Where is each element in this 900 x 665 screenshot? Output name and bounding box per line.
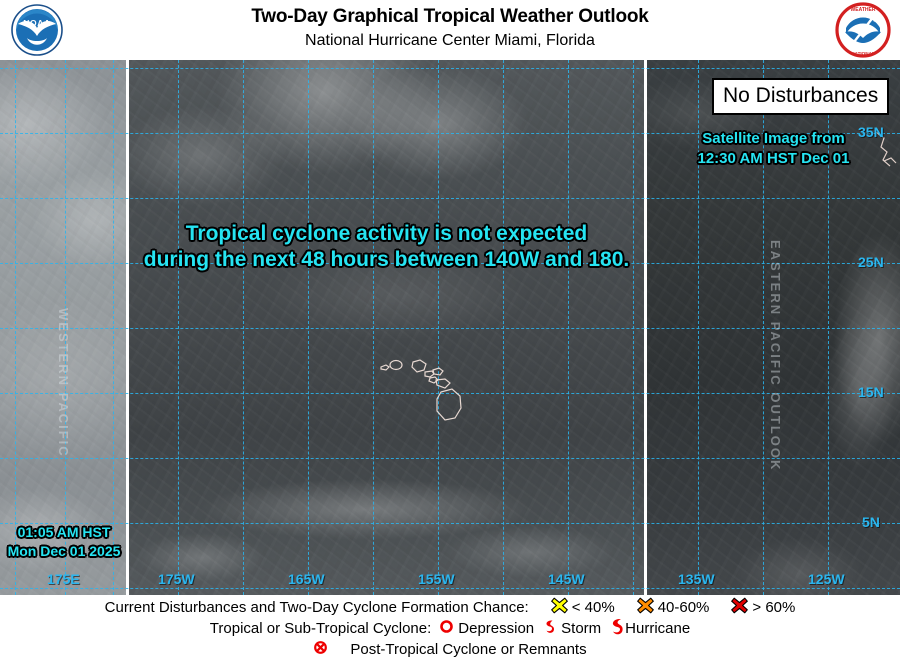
lat-label-15n: 15N xyxy=(858,384,884,400)
map-panel-eastern-pacific xyxy=(647,60,900,595)
cloud-texture-central xyxy=(129,60,644,595)
post-tropical-label: Post-Tropical Cyclone or Remnants xyxy=(350,641,587,658)
cloud-texture-west xyxy=(0,60,126,595)
map-panel-central-pacific xyxy=(129,60,644,595)
satellite-imagery-west xyxy=(0,60,126,595)
svg-text:NATIONAL: NATIONAL xyxy=(851,51,875,56)
satellite-imagery-east xyxy=(647,60,900,595)
chance-mid-x-icon xyxy=(636,597,654,618)
panel-divider-left xyxy=(126,60,129,595)
legend-row-cyclone-types: Tropical or Sub-Tropical Cyclone: Depres… xyxy=(0,618,900,639)
outlook-message-line-2: during the next 48 hours between 140W an… xyxy=(143,248,630,271)
lon-label-155w: 155W xyxy=(418,571,455,587)
satellite-timestamp-line-1: Satellite Image from xyxy=(702,130,845,147)
hawaiian-islands-outline xyxy=(380,359,462,421)
chance-mid-label: 40-60% xyxy=(657,599,710,616)
western-pacific-region-label: WESTERN PACIFIC xyxy=(56,308,71,458)
local-timestamp-line-1: 01:05 AM HST xyxy=(17,524,111,540)
satellite-map[interactable]: WESTERN PACIFIC EASTERN PACIFIC OUTLOOK … xyxy=(0,60,900,595)
lon-label-175w: 175W xyxy=(158,571,195,587)
lat-label-35n: 35N xyxy=(858,124,884,140)
satellite-imagery-central xyxy=(129,60,644,595)
local-timestamp: 01:05 AM HST Mon Dec 01 2025 xyxy=(2,523,126,561)
north-america-coast-sliver xyxy=(875,131,897,167)
lat-label-5n: 5N xyxy=(862,514,880,530)
legend-row-post-tropical: Post-Tropical Cyclone or Remnants xyxy=(0,639,900,660)
depression-circle-icon xyxy=(439,619,454,638)
svg-text:WEATHER: WEATHER xyxy=(851,7,876,13)
legend-row-formation-chance: Current Disturbances and Two-Day Cyclone… xyxy=(0,597,900,618)
chance-high-x-icon xyxy=(731,597,749,618)
legend-formation-chance-label: Current Disturbances and Two-Day Cyclone… xyxy=(104,599,529,616)
map-legend: Current Disturbances and Two-Day Cyclone… xyxy=(0,595,900,665)
outlook-message: Tropical cyclone activity is not expecte… xyxy=(129,221,644,273)
chance-low-label: < 40% xyxy=(571,599,615,616)
chance-low-x-icon xyxy=(550,597,568,618)
satellite-timestamp: Satellite Image from 12:30 AM HST Dec 01 xyxy=(647,129,900,169)
legend-cyclone-type-label: Tropical or Sub-Tropical Cyclone: xyxy=(209,620,432,637)
satellite-timestamp-line-2: 12:30 AM HST Dec 01 xyxy=(697,150,850,167)
page-header: NOAA Two-Day Graphical Tropical Weather … xyxy=(0,0,900,60)
lon-label-135w: 135W xyxy=(678,571,715,587)
svg-text:NOAA: NOAA xyxy=(23,18,50,28)
hurricane-cyclone-icon xyxy=(609,618,625,640)
header-title-block: Two-Day Graphical Tropical Weather Outlo… xyxy=(90,4,810,52)
eastern-pacific-region-label: EASTERN PACIFIC OUTLOOK xyxy=(768,240,783,472)
hurricane-label: Hurricane xyxy=(625,620,691,637)
lon-label-145w: 145W xyxy=(548,571,585,587)
storm-cyclone-icon xyxy=(542,619,557,639)
noaa-logo-icon: NOAA xyxy=(8,2,66,58)
lon-label-175e: 175E xyxy=(47,571,80,587)
post-tropical-circle-x-icon xyxy=(313,640,328,659)
nws-logo-icon: WEATHER NATIONAL xyxy=(834,2,892,58)
lon-label-125w: 125W xyxy=(808,571,845,587)
lat-label-25n: 25N xyxy=(858,254,884,270)
panel-divider-right xyxy=(644,60,647,595)
page-subtitle: National Hurricane Center Miami, Florida xyxy=(305,32,595,49)
depression-label: Depression xyxy=(458,620,535,637)
page-title: Two-Day Graphical Tropical Weather Outlo… xyxy=(251,6,649,27)
storm-label: Storm xyxy=(561,620,602,637)
local-timestamp-line-2: Mon Dec 01 2025 xyxy=(7,543,121,559)
map-panel-western-pacific xyxy=(0,60,126,595)
cloud-texture-east xyxy=(647,60,900,595)
lon-label-165w: 165W xyxy=(288,571,325,587)
coastline-overlay xyxy=(380,131,897,421)
chance-high-label: > 60% xyxy=(752,599,796,616)
outlook-message-line-1: Tropical cyclone activity is not expecte… xyxy=(185,222,588,245)
no-disturbances-badge: No Disturbances xyxy=(712,78,890,115)
